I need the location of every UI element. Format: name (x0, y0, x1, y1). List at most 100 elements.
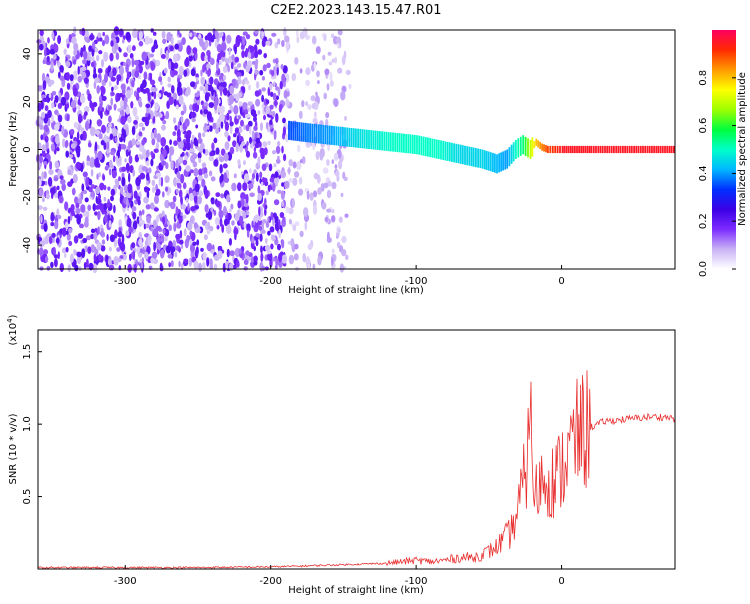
spectrogram-noise-cell (72, 173, 78, 184)
spectrogram-noise-cell (188, 32, 193, 38)
spectrogram-noise-cell (273, 163, 277, 168)
spectrogram-noise-cell (81, 183, 85, 192)
spectrogram-noise-cell (123, 124, 128, 130)
spectrogram-noise-cell (307, 243, 313, 251)
spectrogram-trace-cell (622, 145, 624, 154)
spectrogram-noise-cell (267, 140, 271, 146)
spectrogram-y-tick-label: 0 (22, 146, 33, 152)
spectrogram-noise-cell (146, 106, 150, 114)
spectrogram-noise-cell (266, 250, 272, 255)
spectrogram-noise-cell (275, 57, 279, 65)
spectrogram-noise-cell (229, 263, 234, 271)
spectrogram-noise-cell (131, 125, 136, 136)
spectrogram-noise-cell (50, 79, 55, 85)
spectrogram-noise-cell (164, 175, 170, 184)
spectrogram-noise-cell (158, 213, 163, 218)
spectrogram-noise-cell (203, 88, 207, 95)
spectrogram-noise-cell (174, 251, 178, 258)
spectrogram-noise-cell (237, 182, 242, 192)
spectrogram-noise-cell (53, 177, 59, 182)
spectrogram-noise-cell (323, 34, 327, 42)
spectrogram-noise-cell (40, 134, 44, 141)
spectrogram-noise-cell (80, 133, 84, 141)
spectrogram-noise-cell (255, 239, 259, 247)
spectrogram-noise-cell (206, 229, 211, 235)
spectrogram-noise-cell (143, 223, 147, 230)
spectrogram-trace-cell (381, 131, 383, 151)
spectrogram-noise-cell (226, 34, 232, 44)
spectrogram-noise-cell (73, 156, 76, 164)
spectrogram-noise-cell (169, 153, 172, 163)
spectrogram-noise-cell (93, 66, 97, 76)
spectrogram-noise-cell (234, 45, 237, 55)
spectrogram-noise-cell (292, 177, 298, 186)
spectrogram-noise-cell (254, 214, 259, 223)
spectrogram-noise-cell (339, 263, 345, 273)
spectrogram-noise-cell (172, 195, 177, 203)
spectrogram-noise-cell (37, 142, 42, 151)
spectrogram-trace-cell (361, 129, 364, 149)
spectrogram-noise-cell (199, 86, 204, 91)
spectrogram-noise-cell (194, 92, 200, 98)
spectrogram-noise-cell (119, 29, 123, 36)
spectrogram-noise-cell (220, 119, 224, 129)
spectrogram-noise-cell (263, 114, 266, 121)
spectrogram-trace-cell (352, 128, 355, 148)
spectrogram-noise-cell (265, 105, 271, 115)
spectrogram-trace-cell (608, 145, 611, 154)
spectrogram-noise-cell (329, 80, 334, 87)
spectrogram-noise-cell (325, 112, 330, 119)
spectrogram-trace-cell (567, 145, 570, 154)
spectrogram-noise-cell (94, 141, 98, 152)
spectrogram-noise-cell (128, 155, 133, 165)
spectrogram-trace-cell (595, 145, 597, 154)
spectrogram-noise-cell (63, 48, 67, 55)
spectrogram-noise-cell (253, 146, 257, 153)
spectrogram-noise-cell (73, 49, 78, 56)
spectrogram-noise-cell (215, 192, 221, 198)
spectrogram-noise-cell (246, 210, 250, 216)
spectrogram-noise-cell (229, 124, 233, 135)
spectrogram-noise-cell (334, 164, 338, 169)
spectrogram-noise-cell (50, 143, 56, 152)
spectrogram-trace-cell (305, 122, 307, 142)
spectrogram-noise-cell (342, 171, 346, 180)
spectrogram-noise-cell (284, 180, 290, 189)
spectrogram-noise-cell (258, 225, 263, 231)
spectrogram-noise-cell (260, 122, 263, 132)
spectrogram-noise-cell (118, 133, 121, 138)
spectrogram-trace-cell (586, 145, 589, 154)
spectrogram-noise-cell (46, 48, 51, 56)
spectrogram-noise-cell (273, 130, 277, 140)
spectrogram-noise-cell (160, 176, 164, 187)
spectrogram-noise-cell (326, 83, 330, 91)
spectrogram-noise-cell (44, 76, 51, 84)
spectrogram-noise-cell (175, 188, 179, 194)
spectrogram-noise-cell (84, 245, 88, 253)
spectrogram-noise-cell (288, 254, 295, 265)
spectrogram-noise-cell (291, 222, 294, 227)
spectrogram-noise-cell (269, 83, 273, 91)
spectrogram-noise-cell (89, 56, 95, 61)
spectrogram-noise-cell (58, 195, 64, 204)
spectrogram-noise-cell (211, 142, 215, 151)
spectrogram-noise-cell (177, 30, 180, 35)
spectrogram-noise-cell (90, 233, 95, 240)
spectrogram-noise-cell (181, 37, 186, 46)
spectrogram-noise-cell (180, 173, 185, 184)
spectrogram-noise-cell (48, 169, 54, 175)
spectrogram-y-ticks: -40 -20 0 20 40 (22, 48, 42, 253)
spectrogram-noise-cell (247, 101, 253, 107)
spectrogram-noise-cell (67, 215, 71, 225)
spectrogram-noise-cell (139, 172, 146, 180)
spectrogram-noise-cell (224, 218, 228, 227)
spectrogram-noise-cell (242, 182, 248, 192)
spectrogram-noise-cell (138, 131, 143, 137)
spectrogram-noise-cell (193, 167, 199, 177)
spectrogram-noise-cell (261, 265, 266, 271)
spectrogram-trace-cell (574, 145, 576, 154)
spectrogram-trace-cell (370, 130, 373, 150)
spectrogram-trace-cell (496, 154, 498, 174)
spectrogram-noise-cell (302, 27, 308, 38)
